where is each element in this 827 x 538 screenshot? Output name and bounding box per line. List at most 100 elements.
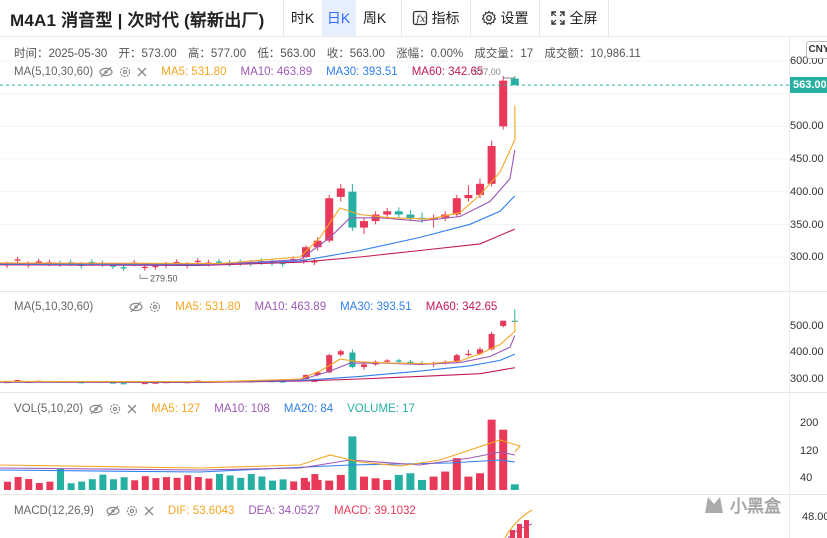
volume-bar [302, 481, 310, 490]
volume-bar [325, 480, 334, 490]
candle-body [406, 214, 415, 218]
main-tick-label: 450.00 [790, 153, 824, 165]
volume-bar [25, 478, 33, 490]
macd-bar [517, 524, 522, 538]
close-icon[interactable] [137, 67, 147, 77]
volume-bar [184, 475, 192, 490]
main-ma30-value: MA30: 393.51 [326, 66, 398, 78]
sub-candle [110, 382, 116, 384]
high-mark-label: 577.00 [473, 67, 501, 77]
vol-ma10-line [0, 451, 515, 471]
volume-bar [290, 481, 298, 490]
indicator-button[interactable]: fx 指标 [402, 0, 470, 36]
candle-body [110, 265, 116, 267]
candle-body [311, 261, 318, 263]
macd-legend-label: MACD(12,26,9) [14, 505, 94, 517]
info-volume: 成交量：17 [474, 48, 534, 60]
panel-divider [0, 494, 827, 495]
currency-badge[interactable]: CNY [806, 41, 827, 59]
sub-ma-legend: MA(5,10,30,60) MA5: 531.80 MA10: 463.89 … [14, 301, 503, 313]
sub-candle [14, 379, 21, 382]
info-close: 收：563.00 [326, 48, 385, 60]
main-ma-legend: MA(5,10,30,60) MA5: 531.80 MA10: 463.89 … [14, 66, 489, 78]
candle-body [14, 259, 21, 261]
sub-candle [384, 360, 391, 362]
main-legend-label: MA(5,10,30,60) [14, 66, 94, 78]
eye-off-icon[interactable] [99, 66, 113, 78]
tab-hourly[interactable]: 时K [290, 10, 315, 26]
toolbar-divider [538, 0, 540, 36]
volume-bar [46, 481, 54, 490]
main-ma10-value: MA10: 463.89 [240, 66, 313, 78]
volume-bar [247, 474, 255, 490]
panel-divider [0, 392, 827, 393]
volume-bar [67, 483, 75, 490]
sub-candle [152, 382, 159, 384]
candle-body [302, 247, 310, 257]
close-icon[interactable] [127, 404, 137, 414]
toolbar-divider [469, 0, 471, 36]
volume-bar [487, 419, 496, 490]
main-tick-label: 500.00 [790, 120, 824, 132]
watermark-text: 小黑盒 [730, 497, 781, 516]
volume-bar [14, 477, 22, 490]
settings-label: 设置 [500, 10, 529, 26]
settings-button[interactable]: 设置 [471, 0, 539, 36]
volume-bar [313, 479, 322, 490]
candle-body [152, 265, 159, 268]
heybox-logo-icon [705, 496, 723, 513]
sub-ma30-value: MA30: 393.51 [340, 301, 412, 313]
candle-body [394, 211, 403, 215]
volume-bar [258, 476, 266, 490]
volume-bar [371, 478, 380, 490]
fullscreen-button[interactable]: 全屏 [540, 0, 608, 36]
sub-candle [120, 383, 127, 385]
vol-ma5-value: MA5: 127 [151, 403, 201, 415]
gear-icon [481, 10, 496, 25]
sub-candle [279, 381, 286, 383]
sub-legend-label: MA(5,10,30,60) [14, 301, 94, 313]
eye-off-icon[interactable] [106, 505, 120, 517]
volume-bar [194, 477, 202, 490]
candle-body [360, 221, 368, 228]
volume-bar [452, 458, 461, 490]
last-price-tag: 563.00 [790, 77, 827, 93]
volume-value: VOLUME: 17 [347, 403, 415, 415]
volume-bar [57, 468, 64, 490]
eye-off-icon[interactable] [129, 301, 143, 313]
gear-icon[interactable] [149, 301, 161, 313]
candle-body [173, 261, 180, 264]
sub-ma5-line [0, 320, 516, 383]
info-open: 开：573.00 [118, 48, 177, 60]
toolbar-divider [400, 0, 402, 36]
volume-bar [510, 484, 519, 490]
gear-icon[interactable] [126, 505, 138, 517]
main-tick-label: 400.00 [790, 186, 824, 198]
gear-icon[interactable] [119, 66, 131, 78]
volume-bar [237, 477, 245, 490]
eye-off-icon[interactable] [89, 403, 103, 415]
close-icon[interactable] [144, 506, 154, 516]
volume-bar [394, 474, 403, 490]
gear-icon[interactable] [109, 403, 121, 415]
candle-body [510, 78, 519, 86]
main-tick-label: 300.00 [790, 251, 824, 263]
macd-dif-value: DIF: 53.6043 [167, 505, 235, 517]
candle-body [120, 267, 127, 269]
sub-tick-label: 300.00 [790, 373, 824, 385]
low-mark-label: 279.50 [150, 273, 178, 283]
tab-daily[interactable]: 日K [321, 0, 356, 36]
info-change: 涨幅：0.00% [396, 48, 464, 60]
volume-bar [205, 478, 213, 490]
sub-candle [349, 352, 356, 368]
sub-ma60-value: MA60: 342.65 [425, 301, 498, 313]
indicator-label: 指标 [431, 10, 460, 26]
ohlc-info: 时间：2025-05-30 开：573.00 高：577.00 低：563.00… [14, 45, 649, 61]
panel-divider [0, 291, 827, 292]
vol-tick-label: 40 [800, 472, 813, 484]
volume-bar [499, 429, 508, 490]
candle-body [499, 80, 508, 127]
macd-bar [510, 530, 515, 538]
tab-weekly[interactable]: 周K [362, 10, 387, 26]
